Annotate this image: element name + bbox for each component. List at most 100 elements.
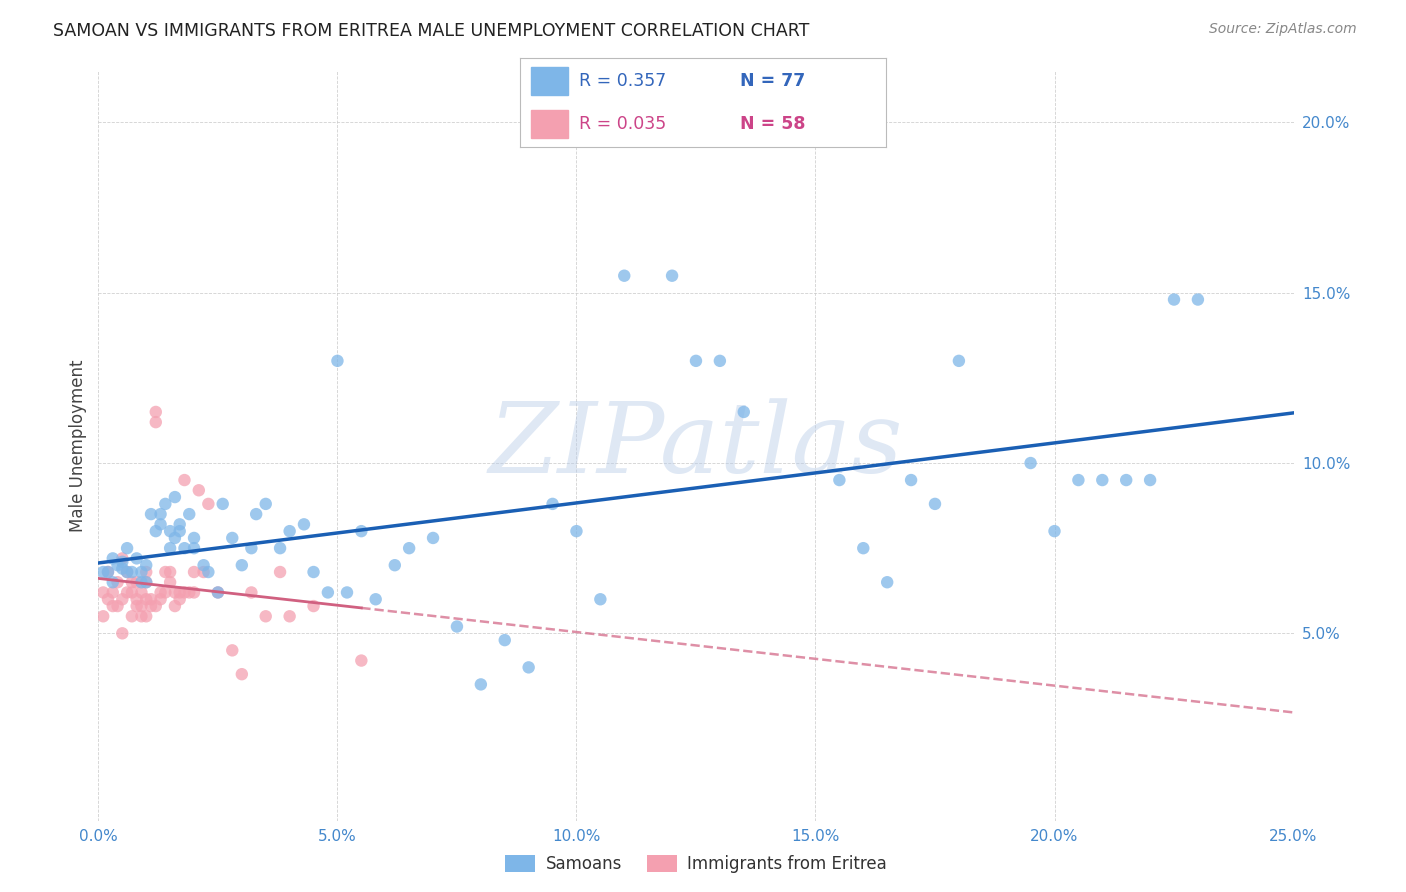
Point [131,599,153,613]
Point [828,473,851,487]
Point [589,592,612,607]
Point [135,558,157,573]
Point [384,558,406,573]
Point [111,551,134,566]
Point [97,565,120,579]
Point [398,541,420,556]
Point [115,565,138,579]
Point [139,507,162,521]
Point [91,565,114,579]
Point [145,524,167,538]
Point [163,531,186,545]
Y-axis label: Male Unemployment: Male Unemployment [69,359,87,533]
Point [131,565,153,579]
Legend: Samoans, Immigrants from Eritrea: Samoans, Immigrants from Eritrea [499,848,893,880]
Point [1139,473,1161,487]
Point [852,541,875,556]
Point [115,585,138,599]
Point [350,654,373,668]
Point [541,497,564,511]
Point [316,585,339,599]
Point [145,405,167,419]
Point [159,575,181,590]
Point [145,599,167,613]
Point [101,599,124,613]
Point [91,609,114,624]
Bar [531,67,568,95]
Point [139,592,162,607]
Point [240,585,263,599]
Point [565,524,588,538]
Text: N = 77: N = 77 [740,72,804,90]
Point [135,609,157,624]
Point [121,585,143,599]
Point [179,507,201,521]
Point [115,565,138,579]
Text: N = 58: N = 58 [740,115,806,133]
Point [326,354,349,368]
Point [111,592,134,607]
Point [97,565,120,579]
Point [685,354,707,368]
Point [101,551,124,566]
Bar [531,110,568,138]
Point [446,619,468,633]
Point [221,531,243,545]
Point [1115,473,1137,487]
Point [163,585,186,599]
Point [183,541,205,556]
Point [876,575,898,590]
Point [197,565,219,579]
Point [245,507,267,521]
Point [111,555,134,569]
Point [1067,473,1090,487]
Point [350,524,373,538]
Point [159,524,181,538]
Point [125,599,148,613]
Point [107,558,129,573]
Point [240,541,263,556]
Point [101,585,124,599]
Point [159,565,181,579]
Point [221,643,243,657]
Point [173,473,195,487]
Point [155,585,177,599]
Point [900,473,922,487]
Point [97,592,120,607]
Point [364,592,387,607]
Point [211,497,233,511]
Point [135,565,157,579]
Point [125,592,148,607]
Point [131,609,153,624]
Point [121,609,143,624]
Point [422,531,444,545]
Point [278,609,301,624]
Point [254,609,277,624]
Point [169,517,191,532]
Point [149,585,172,599]
Text: R = 0.035: R = 0.035 [579,115,666,133]
Point [197,497,219,511]
Point [193,558,215,573]
Point [183,565,205,579]
Point [173,585,195,599]
Point [924,497,946,511]
Point [145,415,167,429]
Point [155,497,177,511]
Point [169,524,191,538]
Point [1187,293,1209,307]
Point [1019,456,1042,470]
Point [187,483,209,498]
Point [1043,524,1066,538]
Point [231,558,253,573]
Point [1091,473,1114,487]
Point [517,660,540,674]
Point [183,585,205,599]
Point [661,268,683,283]
Point [163,490,186,504]
Point [107,599,129,613]
Point [183,531,205,545]
Text: R = 0.357: R = 0.357 [579,72,666,90]
Point [111,561,134,575]
Point [1163,293,1185,307]
